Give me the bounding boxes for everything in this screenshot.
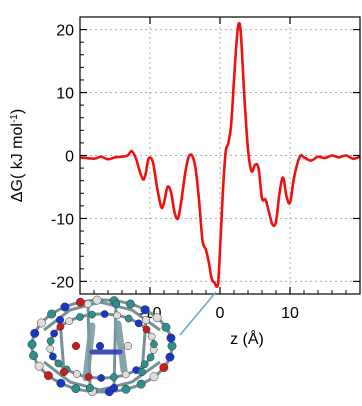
atom <box>109 373 118 382</box>
atom <box>121 370 130 379</box>
x-tick-label: 10 <box>281 305 299 322</box>
atom <box>166 333 176 343</box>
atom <box>49 352 57 361</box>
atom <box>75 297 85 307</box>
atom <box>56 378 66 388</box>
atom <box>142 325 151 334</box>
pointer-line <box>179 291 217 336</box>
series-line-0 <box>79 21 361 289</box>
guest-molecule <box>82 320 128 382</box>
atom <box>140 305 150 315</box>
atom <box>71 384 81 394</box>
atom <box>161 322 171 332</box>
atom <box>27 339 37 349</box>
atom <box>65 317 74 326</box>
atom <box>126 299 135 309</box>
atom <box>43 371 53 381</box>
y-tick-label: 20 <box>56 23 74 40</box>
atom <box>113 311 121 320</box>
atom <box>100 310 109 318</box>
y-tick-label: -20 <box>51 274 74 291</box>
atom <box>147 332 156 341</box>
atom <box>134 319 143 328</box>
atom <box>111 299 121 309</box>
atom <box>34 361 44 371</box>
atom <box>73 370 81 378</box>
atom <box>136 379 146 389</box>
atom <box>83 299 93 309</box>
atom <box>60 302 70 312</box>
atom <box>76 313 84 321</box>
atom <box>92 295 102 305</box>
atom <box>121 384 131 394</box>
atom <box>50 329 58 338</box>
atom <box>152 313 162 323</box>
atom <box>71 341 81 351</box>
atom <box>54 359 63 368</box>
atom <box>109 383 119 393</box>
y-tick-label: -10 <box>51 211 74 228</box>
atom <box>97 374 106 382</box>
atom <box>46 337 55 345</box>
atom <box>29 351 38 361</box>
atom <box>56 322 65 331</box>
atom <box>95 341 105 351</box>
atom <box>47 309 57 319</box>
molecule-inset <box>27 291 217 397</box>
molecule-atoms <box>27 295 177 397</box>
atom <box>140 360 149 369</box>
y-tick-label: 10 <box>56 86 74 103</box>
atom <box>36 318 46 328</box>
atom <box>124 314 133 323</box>
atom <box>30 328 40 338</box>
y-axis-label: ΔG( kJ mol-1) <box>9 109 27 202</box>
atom <box>137 367 147 377</box>
atom <box>46 345 55 353</box>
atom <box>55 315 65 325</box>
atom <box>149 372 159 382</box>
x-axis-label: z (Å) <box>230 329 264 348</box>
atom <box>165 352 175 362</box>
y-axis-label-main: ΔG( kJ mol <box>9 123 26 202</box>
x-tick-label: 0 <box>216 305 225 322</box>
atom <box>85 383 95 393</box>
atom <box>88 310 96 319</box>
atom <box>150 340 158 349</box>
atom <box>84 373 93 381</box>
y-axis-label-exponent: -1 <box>9 114 20 123</box>
y-axis-label-close: ) <box>9 109 26 114</box>
atom <box>123 341 133 351</box>
series-layer <box>79 21 361 289</box>
atom <box>159 363 169 373</box>
atom <box>167 341 177 351</box>
y-tick-label: 0 <box>65 149 74 166</box>
atom <box>59 367 69 377</box>
atom <box>141 315 151 325</box>
atom <box>146 353 155 362</box>
